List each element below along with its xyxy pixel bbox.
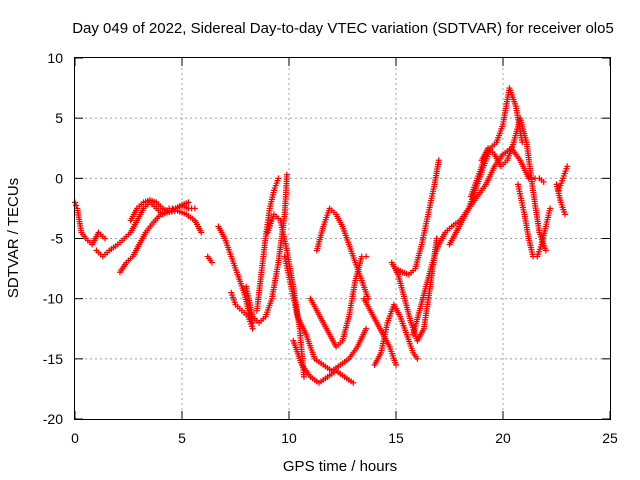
x-tick-label: 0 bbox=[71, 430, 79, 446]
y-tick-label: -20 bbox=[43, 411, 63, 427]
data-point bbox=[393, 361, 399, 368]
series-arc-6 bbox=[215, 223, 256, 326]
chart-title: Day 049 of 2022, Sidereal Day-to-day VTE… bbox=[72, 20, 614, 37]
series-arc-17 bbox=[388, 235, 440, 344]
series-arc-13 bbox=[307, 253, 370, 350]
data-point bbox=[73, 202, 80, 209]
data-point bbox=[185, 199, 192, 206]
series-arc-21 bbox=[467, 85, 526, 200]
series-arc-22 bbox=[478, 115, 549, 254]
series-arc-7 bbox=[228, 289, 256, 332]
x-tick-label: 25 bbox=[602, 430, 618, 446]
plot-frame bbox=[74, 57, 611, 420]
data-point bbox=[363, 325, 370, 332]
x-axis-label: GPS time / hours bbox=[283, 458, 397, 475]
series-arc-18 bbox=[393, 157, 442, 278]
data-point bbox=[435, 157, 442, 164]
y-axis-label: SDTVAR / TECUs bbox=[5, 178, 22, 298]
data-point bbox=[101, 235, 108, 242]
data-point bbox=[433, 235, 440, 242]
series-arc-23 bbox=[514, 181, 554, 260]
data-point bbox=[414, 355, 421, 362]
series-arc-16 bbox=[371, 301, 421, 368]
y-tick-label: 10 bbox=[47, 50, 63, 66]
data-point bbox=[540, 178, 547, 185]
data-point bbox=[562, 211, 569, 218]
y-tick-label: -15 bbox=[43, 351, 63, 367]
data-point bbox=[300, 373, 307, 380]
series-arc-11 bbox=[281, 253, 370, 374]
series-arc-20 bbox=[446, 151, 492, 248]
data-point bbox=[542, 247, 549, 254]
data-point bbox=[363, 253, 370, 260]
data-point bbox=[198, 229, 205, 236]
y-tick-label: 0 bbox=[55, 170, 63, 186]
series-arc-9 bbox=[253, 175, 282, 314]
x-tick-label: 15 bbox=[388, 430, 404, 446]
data-point bbox=[547, 205, 554, 212]
data-points bbox=[72, 85, 571, 386]
data-point bbox=[275, 175, 282, 182]
data-point bbox=[564, 163, 571, 170]
series-arc-19 bbox=[410, 145, 532, 338]
series-arc-3 bbox=[116, 207, 205, 276]
series-arc-4 bbox=[127, 196, 192, 224]
y-tick-label: -5 bbox=[51, 231, 64, 247]
data-point bbox=[208, 259, 215, 266]
series-arc-10 bbox=[264, 211, 307, 380]
x-tick-label: 20 bbox=[495, 430, 511, 446]
y-tick-label: 5 bbox=[55, 110, 63, 126]
series-arc-12 bbox=[290, 337, 357, 386]
y-tick-label: -10 bbox=[43, 291, 63, 307]
data-point bbox=[249, 325, 256, 332]
series-arc-1 bbox=[72, 199, 108, 248]
series-arc-8 bbox=[243, 171, 290, 326]
series-arc-26 bbox=[555, 163, 571, 194]
data-point bbox=[350, 379, 357, 386]
x-tick-label: 10 bbox=[281, 430, 297, 446]
axis-ticks: 0 5 10 15 20 25 -20 -15 -10 -5 0 5 10 bbox=[43, 50, 618, 446]
data-point bbox=[191, 205, 198, 212]
series-arc-25 bbox=[553, 181, 569, 218]
series-arc-24 bbox=[532, 175, 547, 185]
series-arc-14 bbox=[313, 205, 372, 302]
x-tick-label: 5 bbox=[178, 430, 186, 446]
series-arc-5 bbox=[204, 253, 215, 266]
data-point bbox=[283, 171, 290, 178]
